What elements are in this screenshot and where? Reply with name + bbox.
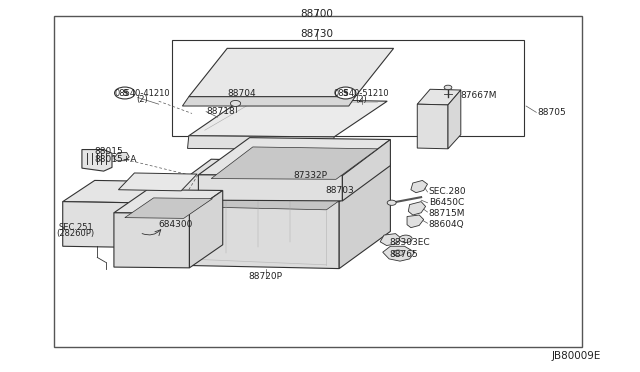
Bar (172, 40, 524, 136)
Text: 88730: 88730 (300, 29, 333, 39)
Polygon shape (125, 198, 212, 218)
Polygon shape (448, 90, 461, 149)
Text: 684300: 684300 (159, 220, 193, 229)
Text: 88604Q: 88604Q (429, 220, 465, 229)
Polygon shape (198, 175, 342, 201)
Polygon shape (411, 180, 428, 193)
Text: 88720P: 88720P (248, 272, 283, 280)
Bar (54, 16, 582, 347)
Polygon shape (339, 164, 390, 269)
Text: SEC.251: SEC.251 (58, 223, 93, 232)
Polygon shape (198, 138, 390, 176)
Polygon shape (417, 89, 461, 105)
Text: 88705: 88705 (538, 108, 566, 117)
Polygon shape (159, 159, 390, 202)
Polygon shape (63, 202, 133, 247)
Polygon shape (417, 104, 448, 149)
Circle shape (335, 87, 356, 99)
Text: 88718: 88718 (206, 107, 235, 116)
Text: 87667M: 87667M (461, 92, 497, 100)
Polygon shape (407, 215, 424, 228)
Polygon shape (342, 140, 390, 201)
Polygon shape (408, 202, 426, 215)
Circle shape (387, 200, 396, 205)
Circle shape (230, 100, 241, 106)
Polygon shape (383, 246, 415, 261)
Circle shape (399, 235, 412, 243)
Text: S: S (343, 89, 348, 97)
Polygon shape (159, 198, 339, 269)
Circle shape (115, 87, 135, 99)
Polygon shape (380, 234, 402, 246)
Text: (2): (2) (356, 95, 367, 104)
Text: B6450C: B6450C (429, 198, 464, 207)
Polygon shape (118, 173, 197, 191)
Polygon shape (188, 136, 334, 150)
Circle shape (393, 250, 403, 256)
Text: 88703: 88703 (325, 186, 354, 195)
Polygon shape (189, 190, 223, 268)
Text: S: S (122, 89, 127, 97)
Text: 88015+A: 88015+A (95, 155, 137, 164)
Text: 88303EC: 88303EC (389, 238, 429, 247)
Polygon shape (82, 150, 112, 171)
Text: SEC.280: SEC.280 (429, 187, 467, 196)
Text: 08540-51210: 08540-51210 (334, 89, 389, 98)
Polygon shape (133, 182, 165, 247)
Text: 88015: 88015 (95, 147, 124, 156)
Polygon shape (114, 190, 223, 214)
Text: 88704: 88704 (227, 89, 256, 98)
Text: (28260P): (28260P) (56, 229, 95, 238)
Text: 88715M: 88715M (429, 209, 465, 218)
Polygon shape (114, 153, 129, 161)
Text: JB80009E: JB80009E (551, 352, 601, 361)
Polygon shape (189, 48, 394, 97)
Text: 08540-41210: 08540-41210 (115, 89, 170, 98)
Text: 87332P: 87332P (293, 171, 327, 180)
Polygon shape (182, 97, 355, 106)
Polygon shape (211, 147, 378, 179)
Polygon shape (114, 213, 189, 268)
Text: (2): (2) (136, 95, 148, 104)
Text: 88700: 88700 (300, 9, 333, 19)
Polygon shape (63, 180, 165, 203)
Polygon shape (189, 99, 387, 137)
Circle shape (444, 85, 452, 90)
Text: 88765: 88765 (389, 250, 418, 259)
Polygon shape (178, 173, 372, 210)
